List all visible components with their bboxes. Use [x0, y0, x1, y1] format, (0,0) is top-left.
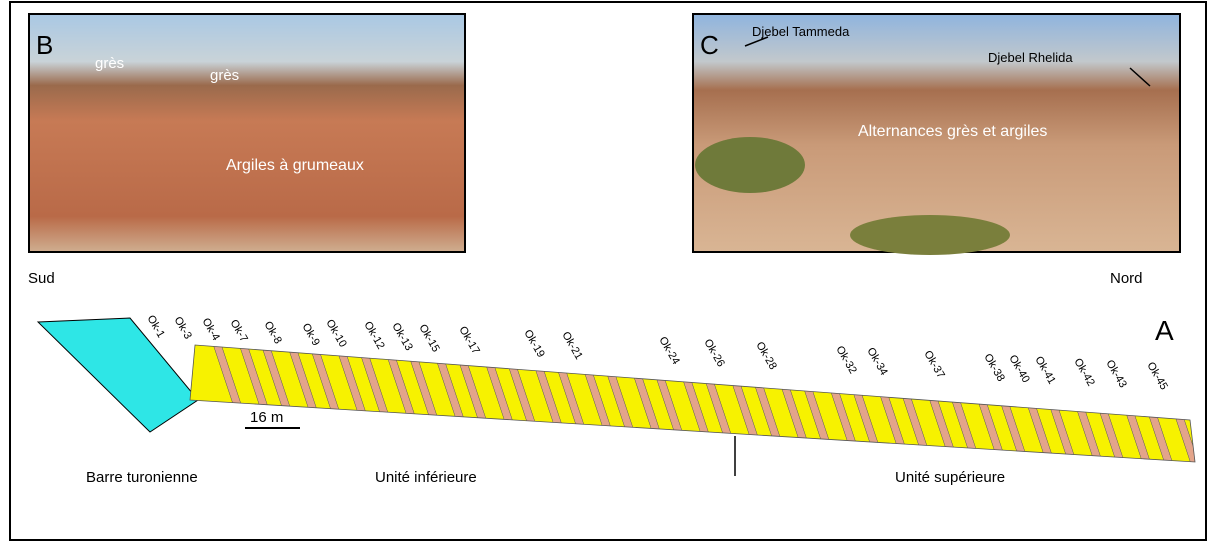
sample-label: Ok-17 — [456, 324, 481, 356]
sample-label: Ok-12 — [361, 319, 386, 351]
sample-label: Ok-21 — [559, 330, 584, 362]
direction: Nord — [1110, 270, 1143, 287]
annotation: Djebel Rhelida — [988, 50, 1073, 65]
sample-label: Ok-38 — [981, 352, 1006, 384]
sample-label: Ok-40 — [1006, 353, 1031, 385]
sample-label: Ok-3 — [171, 315, 193, 342]
limestone-block — [38, 318, 198, 432]
clay-bed — [855, 320, 913, 470]
direction: Sud — [28, 270, 55, 287]
unit-label: Unité inférieure — [375, 469, 477, 486]
annotation: grès — [95, 55, 124, 72]
annotation: grès — [210, 67, 239, 84]
clay-bed — [877, 320, 935, 470]
panel-label: B — [36, 30, 53, 60]
sample-label: Ok-1 — [144, 313, 166, 340]
sample-label: Ok-41 — [1032, 354, 1057, 386]
scale-label: 16 m — [250, 409, 283, 426]
unit-label: Unité supérieure — [895, 469, 1005, 486]
panel-label: C — [700, 30, 719, 60]
photo — [29, 14, 465, 252]
sample-label: Ok-10 — [323, 317, 348, 349]
sample-label: Ok-26 — [701, 337, 726, 369]
sample-label: Ok-42 — [1071, 356, 1096, 388]
sample-label: Ok-34 — [864, 346, 889, 378]
photo-c: C Djebel Tammeda Djebel Rhelida Alternan… — [693, 14, 1180, 255]
sample-label: Ok-9 — [299, 321, 321, 348]
photo-b: B grès grès Argiles à grumeaux — [29, 14, 465, 252]
annotation: Alternances grès et argiles — [858, 123, 1047, 140]
shrub — [695, 137, 805, 193]
clay-bed — [1191, 320, 1211, 470]
sample-label: Ok-4 — [199, 316, 221, 343]
sample-label: Ok-24 — [656, 335, 681, 367]
sample-label: Ok-15 — [416, 322, 441, 354]
shrub — [850, 215, 1010, 255]
sample-label: Ok-43 — [1103, 358, 1128, 390]
sample-label: Ok-45 — [1144, 360, 1169, 392]
sample-label: Ok-28 — [753, 340, 778, 372]
sample-label: Ok-8 — [261, 319, 283, 346]
annotation: Argiles à grumeaux — [226, 157, 364, 174]
clay-bed — [903, 320, 961, 470]
sample-label: Ok-32 — [833, 344, 858, 376]
figure: B grès grès Argiles à grumeaux C Djebel … — [0, 0, 1211, 542]
sample-label: Ok-7 — [227, 318, 249, 345]
panel-label: A — [1155, 315, 1174, 346]
sample-label: Ok-13 — [389, 321, 414, 353]
sample-label: Ok-19 — [521, 328, 546, 360]
unit-label: Barre turonienne — [86, 469, 198, 486]
sample-label: Ok-37 — [921, 349, 946, 381]
